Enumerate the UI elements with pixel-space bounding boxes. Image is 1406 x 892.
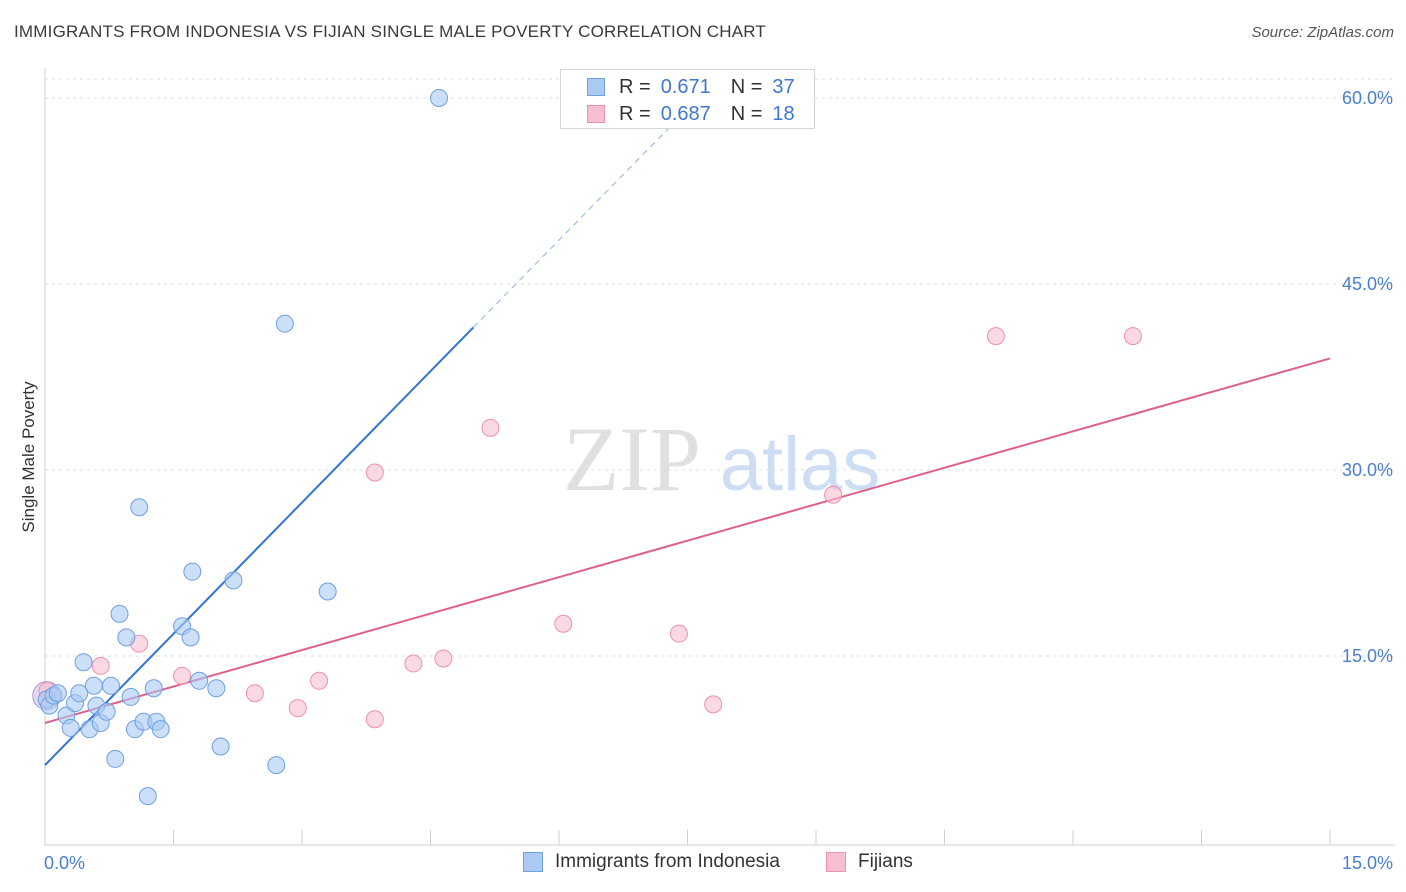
legend-swatch-indonesia xyxy=(587,78,605,96)
legend-r-label: R = xyxy=(619,102,651,125)
series-swatch-indonesia xyxy=(523,852,543,872)
point-indonesia xyxy=(117,628,136,647)
tick-labels: 15.0% 30.0% 45.0% 60.0% 0.0% 15.0% xyxy=(44,88,1393,873)
x-tick-label: 0.0% xyxy=(44,853,85,873)
gridlines xyxy=(45,78,1395,657)
point-fijians xyxy=(824,485,843,504)
trend-line-indonesia-extension xyxy=(472,126,671,328)
point-fijians xyxy=(704,695,723,714)
legend: R = 0.671 N = 37 R = 0.687 N = 18 xyxy=(560,69,815,129)
point-indonesia xyxy=(190,671,209,690)
legend-r-value: 0.671 xyxy=(660,75,711,98)
point-indonesia xyxy=(183,562,202,581)
point-fijians xyxy=(404,654,423,673)
legend-r-value: 0.687 xyxy=(660,102,711,125)
point-fijians xyxy=(91,656,110,675)
point-indonesia xyxy=(97,702,116,721)
series-legend: Immigrants from Indonesia Fijians xyxy=(0,851,1406,879)
point-indonesia xyxy=(224,571,243,590)
data-points xyxy=(32,89,1142,806)
point-indonesia xyxy=(121,687,140,706)
point-fijians xyxy=(310,671,329,690)
chart-title: IMMIGRANTS FROM INDONESIA VS FIJIAN SING… xyxy=(14,22,767,41)
point-fijians xyxy=(554,614,573,633)
legend-row-indonesia: R = 0.671 N = 37 xyxy=(587,74,795,100)
y-tick-label: 30.0% xyxy=(1342,460,1393,480)
point-indonesia xyxy=(70,684,89,703)
point-fijians xyxy=(365,710,384,729)
point-indonesia xyxy=(48,684,67,703)
point-indonesia xyxy=(181,628,200,647)
source-label: Source: ZipAtlas.com xyxy=(1251,24,1394,41)
point-indonesia xyxy=(138,787,157,806)
point-fijians xyxy=(245,684,264,703)
legend-n-label: N = xyxy=(730,102,763,125)
point-indonesia xyxy=(110,604,129,623)
legend-r-label: R = xyxy=(619,75,651,98)
point-indonesia xyxy=(74,653,93,672)
point-fijians xyxy=(481,418,500,437)
point-indonesia xyxy=(267,756,286,775)
legend-row-fijians: R = 0.687 N = 18 xyxy=(587,101,795,127)
legend-swatch-fijians xyxy=(587,105,605,123)
point-indonesia xyxy=(84,676,103,695)
point-indonesia xyxy=(275,314,294,333)
point-indonesia xyxy=(144,679,163,698)
y-tick-label: 60.0% xyxy=(1342,88,1393,108)
point-fijians xyxy=(986,327,1005,346)
y-tick-label: 45.0% xyxy=(1342,274,1393,294)
point-indonesia xyxy=(211,737,230,756)
series-swatch-fijians xyxy=(826,852,846,872)
point-indonesia xyxy=(106,749,125,768)
point-fijians xyxy=(365,463,384,482)
point-fijians xyxy=(434,649,453,668)
point-indonesia xyxy=(318,582,337,601)
point-indonesia xyxy=(151,720,170,739)
point-indonesia xyxy=(101,676,120,695)
watermark-atlas: atlas xyxy=(720,422,881,507)
point-indonesia xyxy=(207,679,226,698)
legend-n-value: 18 xyxy=(772,102,795,125)
point-fijians xyxy=(173,666,192,685)
legend-n-value: 37 xyxy=(772,75,795,98)
point-fijians xyxy=(1123,327,1142,346)
point-indonesia xyxy=(430,89,449,107)
series-name-indonesia: Immigrants from Indonesia xyxy=(555,851,780,872)
axes xyxy=(44,68,1395,846)
series-legend-fijians: Fijians xyxy=(826,851,913,873)
y-axis-label: Single Male Poverty xyxy=(19,381,38,533)
trend-line-fijians xyxy=(44,357,1331,724)
y-tick-label: 15.0% xyxy=(1342,646,1393,666)
x-tick-label: 15.0% xyxy=(1342,853,1393,873)
point-fijians xyxy=(288,699,307,718)
legend-n-label: N = xyxy=(730,75,763,98)
point-indonesia xyxy=(61,718,80,737)
series-name-fijians: Fijians xyxy=(858,851,913,872)
point-fijians xyxy=(669,624,688,643)
watermark-zip: ZIP xyxy=(563,408,701,510)
series-legend-indonesia: Immigrants from Indonesia xyxy=(523,851,780,873)
point-indonesia xyxy=(130,498,149,517)
